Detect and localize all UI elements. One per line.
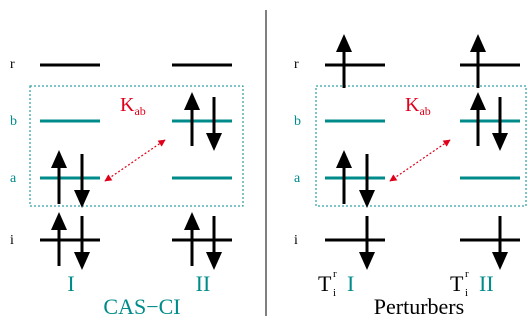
active-space-box-right [315, 85, 527, 207]
orbital-label-r-right: r [294, 57, 299, 72]
cas-ci-panel: r b a i [10, 57, 244, 319]
svg-text:r: r [333, 268, 337, 280]
spin-up-arrow-icon [51, 212, 67, 266]
spin-down-arrow-icon [359, 154, 375, 208]
spin-up-arrow-icon [336, 150, 352, 204]
coupling-label-left: Kab [120, 94, 146, 118]
spin-down-arrow-icon [206, 216, 222, 270]
coupling-arrow-icon [389, 139, 451, 182]
svg-text:T: T [450, 271, 464, 296]
config-label-I-left: I [67, 271, 74, 296]
spin-down-arrow-icon [492, 97, 508, 151]
spin-up-arrow-icon [184, 212, 200, 266]
svg-text:II: II [479, 271, 494, 296]
spin-up-arrow-icon [51, 150, 67, 204]
svg-text:i: i [333, 287, 336, 299]
orbital-label-i-left: i [10, 233, 14, 248]
spin-up-arrow-icon [470, 92, 486, 146]
svg-text:r: r [465, 268, 469, 280]
spin-up-arrow-icon [184, 92, 200, 146]
spin-down-arrow-icon [206, 97, 222, 151]
perturbers-panel: r b a i [294, 34, 527, 319]
spin-down-arrow-icon [359, 216, 375, 270]
orbital-label-a-left: a [10, 171, 17, 186]
orbital-label-b-right: b [294, 114, 301, 129]
config-label-II-left: II [196, 271, 211, 296]
svg-text:T: T [318, 271, 332, 296]
orbital-label-i-right: i [294, 233, 298, 248]
spin-down-arrow-icon [74, 154, 90, 208]
active-space-box-left [29, 85, 244, 207]
spin-down-arrow-icon [74, 216, 90, 270]
coupling-label-right: Kab [405, 94, 431, 118]
orbital-label-b-left: b [10, 114, 17, 129]
excitation-operator-label-2: T r i II [450, 268, 494, 299]
panel-title-right: Perturbers [374, 294, 464, 319]
svg-text:I: I [347, 271, 354, 296]
orbital-label-r-left: r [10, 57, 15, 72]
svg-text:i: i [465, 287, 468, 299]
excitation-operator-label-1: T r i I [318, 268, 354, 299]
panel-title-left: CAS−CI [103, 294, 180, 319]
coupling-arrow-icon [104, 139, 166, 182]
spin-up-arrow-icon [470, 34, 486, 88]
spin-up-arrow-icon [336, 34, 352, 88]
spin-down-arrow-icon [492, 216, 508, 270]
orbital-label-a-right: a [294, 171, 301, 186]
